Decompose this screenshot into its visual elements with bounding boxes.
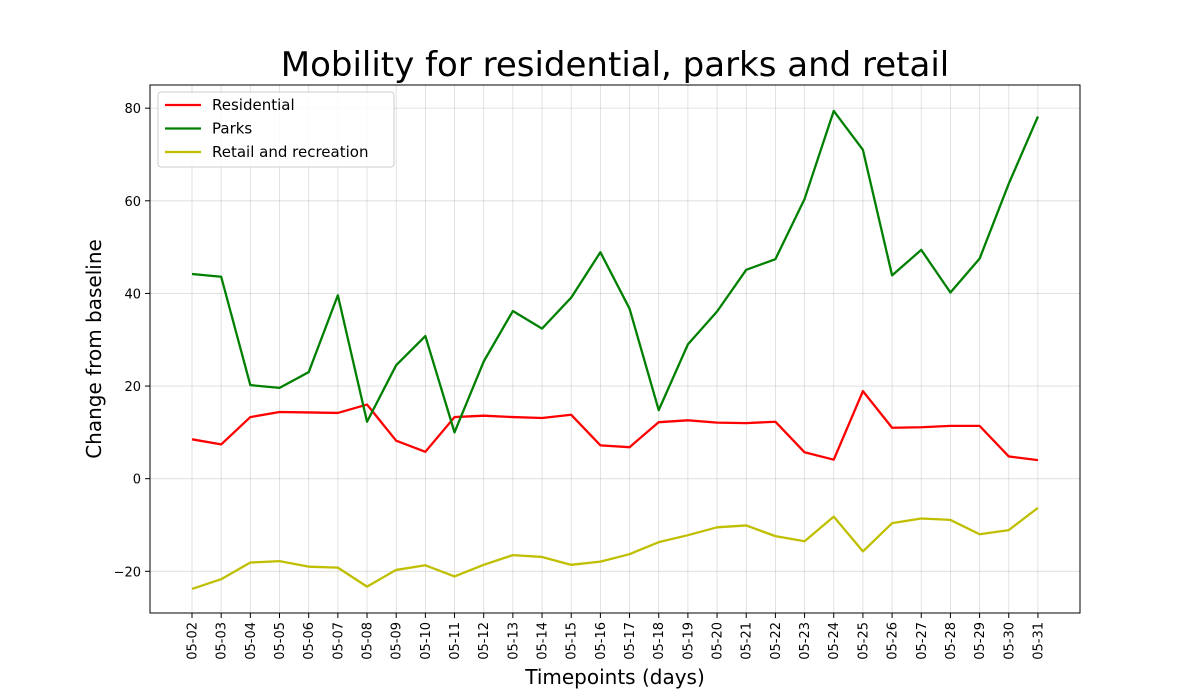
x-tick-label: 05-21 xyxy=(740,622,755,660)
x-tick-label: 05-04 xyxy=(244,622,259,660)
legend: Residential Parks Retail and recreation xyxy=(157,91,395,168)
x-tick-label: 05-11 xyxy=(448,622,463,660)
x-tick-label: 05-05 xyxy=(273,622,288,660)
x-tick-label: 05-18 xyxy=(652,622,667,660)
x-tick-label: 05-08 xyxy=(361,622,376,660)
legend-label: Retail and recreation xyxy=(212,143,368,161)
x-tick-label: 05-02 xyxy=(186,622,201,660)
x-tick-label: 05-28 xyxy=(944,622,959,660)
x-tick-label: 05-24 xyxy=(827,622,842,660)
x-tick-label: 05-17 xyxy=(623,622,638,660)
legend-label: Parks xyxy=(212,120,252,138)
series-line-2 xyxy=(191,506,1039,591)
y-tick-label: 60 xyxy=(124,195,141,210)
y-tick-label: 40 xyxy=(124,287,141,302)
x-tick-label: 05-06 xyxy=(302,622,317,660)
x-axis: 05-02 05-03 05-04 05-05 05-06 05-07 05-08 05-09… xyxy=(186,613,1046,660)
x-tick-label: 05-10 xyxy=(419,622,434,660)
y-tick-label: 20 xyxy=(124,380,141,395)
x-tick-label: 05-16 xyxy=(594,622,609,660)
x-tick-label: 05-26 xyxy=(886,622,901,660)
series-lines xyxy=(191,109,1039,591)
x-tick-label: 05-07 xyxy=(331,622,346,660)
x-tick-label: 05-31 xyxy=(1031,622,1046,660)
y-tick-label: 80 xyxy=(124,102,141,117)
y-tick-label: 0 xyxy=(133,473,141,488)
x-tick-label: 05-30 xyxy=(1002,622,1017,660)
legend-box xyxy=(157,91,395,168)
x-tick-label: 05-19 xyxy=(681,622,696,660)
series-line-1 xyxy=(191,109,1039,434)
x-tick-label: 05-15 xyxy=(565,622,580,660)
chart-title: Mobility for residential, parks and reta… xyxy=(281,45,950,85)
x-tick-label: 05-12 xyxy=(477,622,492,660)
plot-frame xyxy=(149,84,1081,614)
x-axis-title: Timepoints (days) xyxy=(524,665,705,689)
x-tick-label: 05-23 xyxy=(798,622,813,660)
x-tick-label: 05-20 xyxy=(711,622,726,660)
x-tick-label: 05-25 xyxy=(856,622,871,660)
y-axis: −20 0 20 40 60 80 xyxy=(114,102,150,580)
x-tick-label: 05-13 xyxy=(506,622,521,660)
x-tick-label: 05-29 xyxy=(973,622,988,660)
legend-label: Residential xyxy=(212,96,295,114)
x-tick-label: 05-14 xyxy=(536,622,551,660)
x-tick-label: 05-22 xyxy=(769,622,784,660)
y-tick-label: −20 xyxy=(114,565,141,580)
x-tick-label: 05-09 xyxy=(390,622,405,660)
y-axis-title: Change from baseline xyxy=(82,239,106,459)
x-tick-label: 05-27 xyxy=(915,622,930,660)
series-line-0 xyxy=(191,389,1039,462)
x-tick-label: 05-03 xyxy=(215,622,230,660)
